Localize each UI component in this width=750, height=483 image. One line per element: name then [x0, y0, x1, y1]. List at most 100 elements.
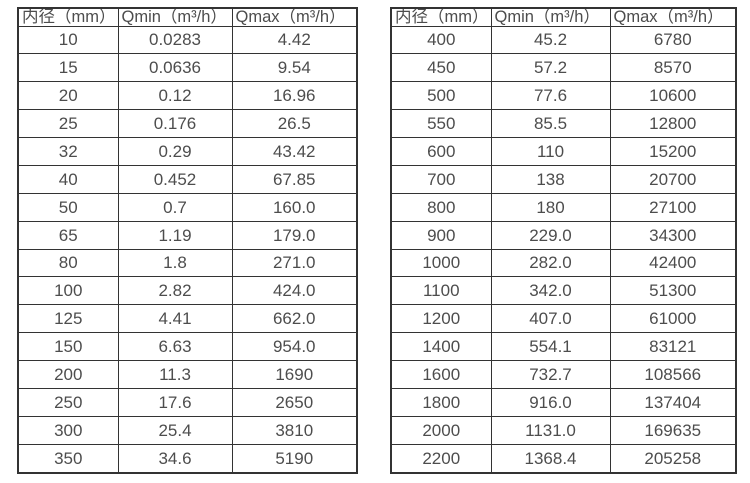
table-cell: 4.42	[231, 25, 358, 55]
table-cell: 205258	[609, 443, 737, 474]
table-cell: 34.6	[117, 443, 233, 474]
table-cell: 83121	[609, 332, 737, 361]
table-cell: 407.0	[490, 304, 611, 334]
table-cell: 57.2	[490, 53, 611, 83]
table-cell: 200	[17, 360, 119, 389]
table-cell: 26.5	[231, 109, 358, 138]
table-cell: 424.0	[231, 276, 358, 306]
table-cell: 20	[17, 81, 119, 111]
table-cell: 16.96	[231, 81, 358, 111]
table-row: 1800 916.0 137404	[390, 387, 737, 417]
table-cell: 40	[17, 164, 119, 194]
table-cell: 0.0283	[117, 25, 233, 55]
table-row: 500 77.6 10600	[390, 81, 737, 111]
table-cell: 1600	[390, 360, 492, 389]
table-cell: 2650	[231, 387, 358, 417]
table-row: 125 4.41 662.0	[17, 304, 358, 334]
table-row: 80 1.8 271.0	[17, 248, 358, 278]
table-cell: 700	[390, 164, 492, 194]
table-cell: 8570	[609, 53, 737, 83]
table-cell: 137404	[609, 387, 737, 417]
table-cell: 50	[17, 192, 119, 222]
table-cell: 45.2	[490, 25, 611, 55]
table-row: 40 0.452 67.85	[17, 164, 358, 194]
header-row: 内径（mm） Qmin（m³/h） Qmax（m³/h）	[390, 7, 737, 27]
table-row: 900 229.0 34300	[390, 220, 737, 250]
table-cell: 600	[390, 137, 492, 166]
table-row: 50 0.7 160.0	[17, 192, 358, 222]
table-cell: 77.6	[490, 81, 611, 111]
table-cell: 169635	[609, 415, 737, 445]
table-cell: 5190	[231, 443, 358, 474]
table-cell: 6.63	[117, 332, 233, 361]
table-cell: 342.0	[490, 276, 611, 306]
table-row: 800 180 27100	[390, 192, 737, 222]
table-cell: 0.12	[117, 81, 233, 111]
table-cell: 0.29	[117, 137, 233, 166]
table-row: 10 0.0283 4.42	[17, 25, 358, 55]
table-cell: 916.0	[490, 387, 611, 417]
table-cell: 1100	[390, 276, 492, 306]
table-cell: 800	[390, 192, 492, 222]
table-row: 100 2.82 424.0	[17, 276, 358, 306]
table-cell: 43.42	[231, 137, 358, 166]
table-cell: 250	[17, 387, 119, 417]
table-row: 2200 1368.4 205258	[390, 443, 737, 474]
table-cell: 150	[17, 332, 119, 361]
table-cell: 80	[17, 248, 119, 278]
table-row: 2000 1131.0 169635	[390, 415, 737, 445]
table-row: 15 0.0636 9.54	[17, 53, 358, 83]
table-cell: 1.19	[117, 220, 233, 250]
table-cell: 2200	[390, 443, 492, 474]
table-cell: 32	[17, 137, 119, 166]
flow-spec-table-small-diameter: 内径（mm） Qmin（m³/h） Qmax（m³/h） 10 0.0283 4.42 15…	[17, 7, 358, 474]
table-cell: 138	[490, 164, 611, 194]
table-cell: 3810	[231, 415, 358, 445]
table-cell: 554.1	[490, 332, 611, 361]
column-header: Qmin（m³/h）	[490, 7, 611, 27]
table-row: 400 45.2 6780	[390, 25, 737, 55]
table-row: 450 57.2 8570	[390, 53, 737, 83]
table-cell: 100	[17, 276, 119, 306]
table-cell: 25.4	[117, 415, 233, 445]
table-cell: 125	[17, 304, 119, 334]
flow-spec-table-large-diameter: 内径（mm） Qmin（m³/h） Qmax（m³/h） 400 45.2 6780 450…	[390, 7, 737, 474]
column-header: Qmax（m³/h）	[231, 7, 358, 27]
table-cell: 0.176	[117, 109, 233, 138]
table-cell: 110	[490, 137, 611, 166]
table-row: 65 1.19 179.0	[17, 220, 358, 250]
table-cell: 271.0	[231, 248, 358, 278]
table-cell: 0.7	[117, 192, 233, 222]
table-cell: 550	[390, 109, 492, 138]
table-cell: 1400	[390, 332, 492, 361]
table-cell: 17.6	[117, 387, 233, 417]
table-row: 32 0.29 43.42	[17, 137, 358, 166]
table-row: 600 110 15200	[390, 137, 737, 166]
table-cell: 160.0	[231, 192, 358, 222]
table-cell: 10600	[609, 81, 737, 111]
table-row: 700 138 20700	[390, 164, 737, 194]
table-cell: 179.0	[231, 220, 358, 250]
table-cell: 2.82	[117, 276, 233, 306]
table-cell: 27100	[609, 192, 737, 222]
table-row: 150 6.63 954.0	[17, 332, 358, 361]
table-row: 300 25.4 3810	[17, 415, 358, 445]
table-cell: 450	[390, 53, 492, 83]
table-cell: 25	[17, 109, 119, 138]
table-cell: 0.0636	[117, 53, 233, 83]
table-cell: 1800	[390, 387, 492, 417]
table-cell: 10	[17, 25, 119, 55]
table-row: 1000 282.0 42400	[390, 248, 737, 278]
table-cell: 108566	[609, 360, 737, 389]
table-cell: 732.7	[490, 360, 611, 389]
table-row: 1400 554.1 83121	[390, 332, 737, 361]
table-cell: 1200	[390, 304, 492, 334]
column-header: Qmin（m³/h）	[117, 7, 233, 27]
table-cell: 61000	[609, 304, 737, 334]
table-cell: 15200	[609, 137, 737, 166]
table-row: 250 17.6 2650	[17, 387, 358, 417]
table-cell: 4.41	[117, 304, 233, 334]
table-row: 350 34.6 5190	[17, 443, 358, 474]
column-header: 内径（mm）	[17, 7, 119, 27]
